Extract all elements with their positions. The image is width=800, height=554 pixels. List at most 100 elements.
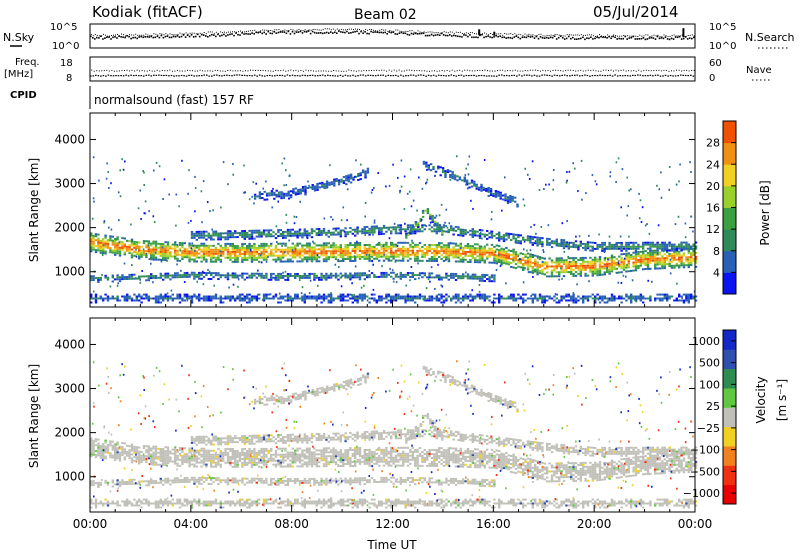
power-cell [334,246,338,249]
nave-point [378,69,380,71]
power-cell [92,277,95,280]
power-cell [378,251,381,254]
nave-point [635,70,637,72]
freq-point [556,74,558,77]
power-cell [296,248,299,251]
power-cell [680,260,683,263]
power-cell [200,248,203,251]
power-cell [248,229,251,232]
power-cell [498,251,501,253]
power-cell [622,268,626,271]
power-cell [510,233,513,236]
power-cell [435,276,438,279]
power-cell [423,228,426,231]
power-cell [104,234,107,237]
noise-sky-point [553,35,556,37]
power-cell [387,247,390,250]
power-cell [298,228,302,231]
power-cell [308,276,311,279]
power-cell [447,256,450,259]
power-cell [586,243,590,246]
power-cell [477,188,481,191]
power-cell [462,273,465,276]
power-cell [615,241,618,244]
power-cell [260,246,263,249]
power-cell [289,273,292,275]
power-cell [262,229,266,232]
power-cell [661,245,664,248]
power-cell [438,274,441,277]
power-cell [337,297,340,300]
power-cell [145,256,148,259]
power-cell [589,260,592,263]
power-cell [152,252,155,255]
power-cell [378,255,381,258]
power-speckle [178,205,180,208]
power-cell [526,252,530,255]
power-cell [622,262,626,265]
noise-search-point [627,35,629,37]
power-cell [258,274,261,277]
power-cell [382,297,386,300]
power-speckle [277,200,279,203]
power-cell [497,192,500,195]
power-cell [198,252,201,255]
power-cell [224,236,227,239]
power-cell [99,239,102,242]
power-cell [666,263,669,266]
power-cell [176,295,179,298]
power-cell [505,256,508,259]
power-cell [682,252,686,255]
power-cell [483,233,486,236]
power-cell [574,246,578,249]
power-cell [368,231,371,234]
power-cell [344,272,347,275]
power-cell [454,229,458,232]
power-cell [502,248,506,251]
power-cell [145,295,148,298]
noise-sky-point [213,34,215,36]
nave-point [676,69,677,71]
nave-point [688,70,690,72]
power-cell [330,293,333,296]
nave-point [597,70,599,72]
power-speckle [135,277,137,280]
power-cell [356,295,359,298]
power-cell [246,297,249,300]
power-cell [205,248,208,251]
noise-search-point [98,35,100,37]
power-cell [373,276,376,278]
power-cell [502,297,506,300]
power-cell [171,293,174,296]
power-cell [411,241,414,244]
power-cell [463,180,466,183]
power-cell [430,244,434,247]
noise-sky-point [489,36,491,38]
freq-point [226,74,228,76]
power-cell [471,234,474,236]
power-cell [162,295,165,298]
power-cell [325,180,329,183]
power-cell [668,261,671,263]
power-cell [572,269,575,271]
power-cell [666,257,669,260]
power-cell [270,272,273,275]
power-cell [219,299,222,302]
noise-sky-point [136,37,138,40]
nave-point [615,69,617,71]
noise-sky-point [130,37,132,40]
power-cell [411,249,414,252]
power-cell [277,193,281,196]
power-cell [210,248,213,251]
noise-search-point [540,33,542,35]
power-cell [315,232,318,235]
freq-point [458,74,460,76]
power-cell [402,273,405,276]
power-cell [560,257,563,260]
nave-point [517,70,519,72]
noise-search-point [429,31,431,33]
power-cell [150,242,153,245]
power-cell [333,184,336,187]
power-cell [291,232,294,235]
noise-search-point [421,32,423,33]
